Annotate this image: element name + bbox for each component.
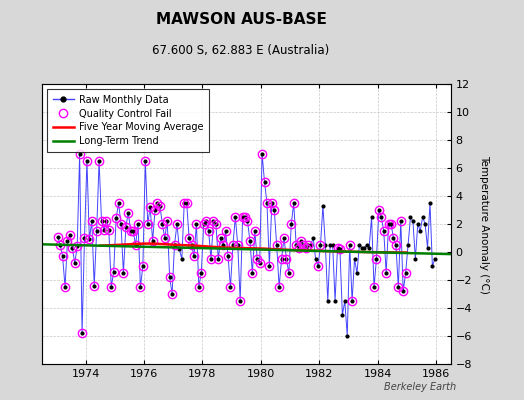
Legend: Raw Monthly Data, Quality Control Fail, Five Year Moving Average, Long-Term Tren: Raw Monthly Data, Quality Control Fail, … (47, 89, 209, 152)
Text: Berkeley Earth: Berkeley Earth (384, 382, 456, 392)
Text: MAWSON AUS-BASE: MAWSON AUS-BASE (156, 12, 326, 27)
Text: 67.600 S, 62.883 E (Australia): 67.600 S, 62.883 E (Australia) (152, 44, 330, 57)
Y-axis label: Temperature Anomaly (°C): Temperature Anomaly (°C) (478, 154, 489, 294)
